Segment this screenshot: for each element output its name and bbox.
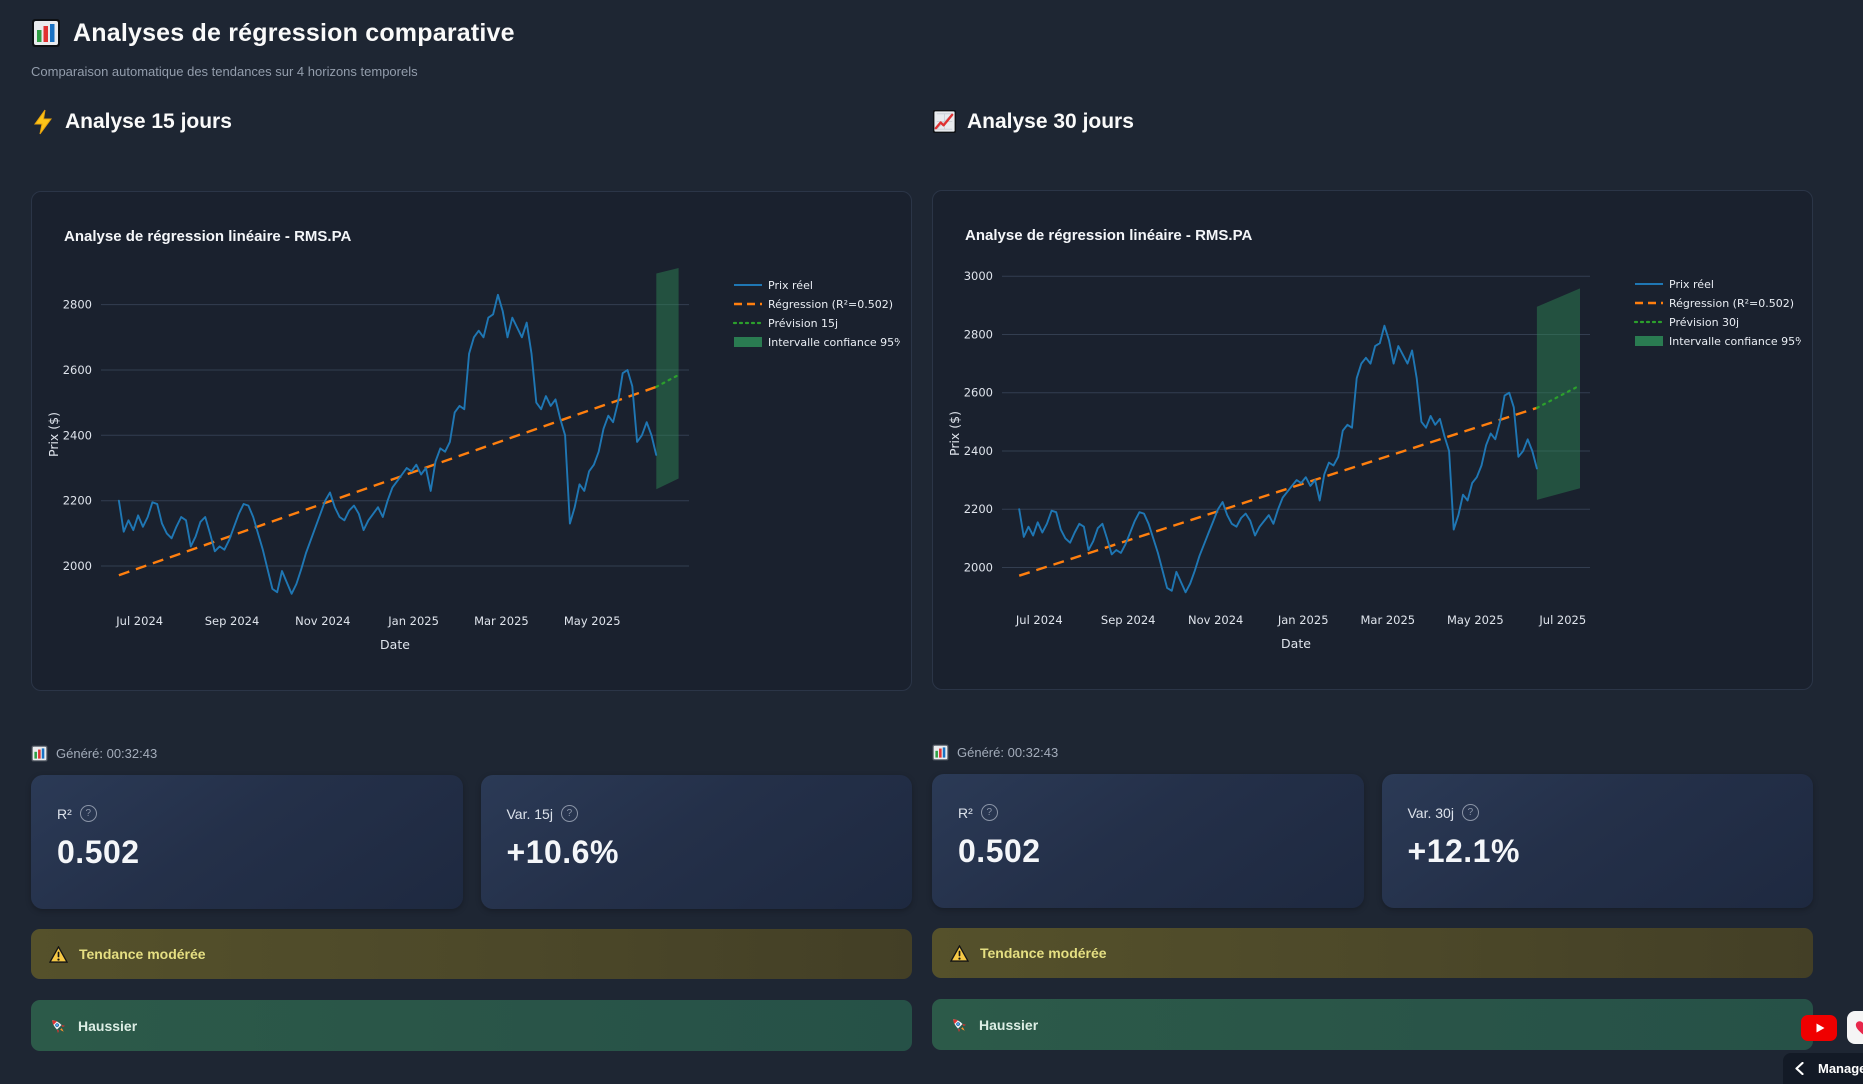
regression-chart-30j: 2000 2200 2400 2600 2800 3000 Jul 2024 Sep 2024… <box>945 254 1806 662</box>
help-icon[interactable]: ? <box>980 804 998 821</box>
metric-label: Var. 15j <box>506 805 553 822</box>
metric-label: Var. 30j <box>1407 804 1454 821</box>
section-header-30j: Analyse 30 jours <box>932 109 1813 134</box>
bar-chart-icon <box>932 744 949 761</box>
metric-label: R² <box>958 804 973 821</box>
regression-chart-15j: 2000 2200 2400 2600 2800 Jul 2024 Sep 2024 Nov … <box>44 255 905 663</box>
lightning-icon <box>31 109 55 135</box>
svg-text:2600: 2600 <box>964 386 993 400</box>
metric-label: R² <box>57 805 72 822</box>
rocket-icon <box>49 1017 67 1035</box>
svg-text:Prévision 30j: Prévision 30j <box>1669 316 1739 329</box>
svg-text:Jul 2024: Jul 2024 <box>1015 613 1063 627</box>
section-title: Analyse 15 jours <box>65 110 232 133</box>
chart-title: Analyse de régression linéaire - RMS.PA <box>965 227 1253 244</box>
manage-label: Manage <box>1818 1061 1863 1076</box>
section-header-15j: Analyse 15 jours <box>31 109 912 135</box>
warning-icon <box>49 945 68 963</box>
chart-title: Analyse de régression linéaire - RMS.PA <box>64 228 352 245</box>
rocket-icon <box>950 1016 968 1034</box>
metric-card-var30j: Var. 30j ? +12.1% <box>1381 774 1813 908</box>
svg-text:Prévision 15j: Prévision 15j <box>768 317 838 330</box>
warning-icon <box>950 944 969 962</box>
trend-banner-text: Tendance modérée <box>980 945 1107 961</box>
section-title: Analyse 30 jours <box>967 109 1134 133</box>
metric-card-r2: R² ? 0.502 <box>31 775 463 909</box>
svg-text:2200: 2200 <box>63 494 92 508</box>
metrics-row-15j: R² ? 0.502 Var. 15j ? +10.6% <box>31 775 912 909</box>
regression-chart-svg: 2000 2200 2400 2600 2800 3000 Jul 2024 Sep 2024… <box>947 269 1806 651</box>
svg-text:Prix réel: Prix réel <box>768 279 813 292</box>
bar-chart-icon <box>31 745 48 762</box>
page-title: Analyses de régression comparative <box>73 18 515 47</box>
svg-text:Intervalle confiance 95%: Intervalle confiance 95% <box>768 336 900 349</box>
metric-value: 0.502 <box>57 834 140 870</box>
regression-chart-svg: 2000 2200 2400 2600 2800 Jul 2024 Sep 2024 Nov … <box>46 268 905 652</box>
direction-banner: Haussier <box>932 999 1813 1050</box>
app-header: Analyses de régression comparative <box>31 18 1832 48</box>
manage-button[interactable]: Manage <box>1783 1053 1863 1084</box>
svg-text:Jul 2025: Jul 2025 <box>1538 613 1586 627</box>
svg-text:3000: 3000 <box>964 269 993 283</box>
svg-text:Mar 2025: Mar 2025 <box>1360 613 1415 627</box>
svg-text:2400: 2400 <box>964 444 993 458</box>
metric-value: 0.502 <box>958 833 1041 869</box>
generated-caption: Généré: 00:32:43 <box>932 744 1813 761</box>
svg-text:2200: 2200 <box>964 502 993 516</box>
svg-text:Jul 2024: Jul 2024 <box>115 614 163 628</box>
trend-banner-text: Tendance modérée <box>79 946 206 962</box>
column-15-days: Analyse 15 jours Analyse de régression l… <box>31 109 912 1051</box>
trend-banner: Tendance modérée <box>31 929 912 979</box>
column-30-days: Analyse 30 jours Analyse de régression l… <box>932 109 1813 1051</box>
svg-text:Date: Date <box>1281 636 1311 651</box>
chart-up-icon <box>932 109 957 134</box>
svg-text:Régression (R²=0.502): Régression (R²=0.502) <box>1669 297 1794 310</box>
svg-text:Prix ($): Prix ($) <box>947 411 962 456</box>
svg-text:May 2025: May 2025 <box>1447 613 1504 627</box>
direction-banner-text: Haussier <box>78 1017 138 1034</box>
trend-banner: Tendance modérée <box>932 928 1813 978</box>
bar-chart-icon <box>31 18 61 48</box>
metric-card-r2: R² ? 0.502 <box>932 774 1364 908</box>
svg-text:Prix réel: Prix réel <box>1669 278 1714 291</box>
metric-value: +10.6% <box>506 834 619 870</box>
chart-card-30j: Analyse de régression linéaire - RMS.PA … <box>932 190 1813 690</box>
metric-value: +12.1% <box>1407 833 1520 869</box>
svg-text:2600: 2600 <box>63 363 92 377</box>
svg-text:Sep 2024: Sep 2024 <box>1101 613 1156 627</box>
svg-text:Prix ($): Prix ($) <box>46 412 61 457</box>
svg-text:2400: 2400 <box>63 428 92 442</box>
metric-card-var15j: Var. 15j ? +10.6% <box>480 775 912 909</box>
svg-text:Nov 2024: Nov 2024 <box>1188 613 1243 627</box>
help-icon[interactable]: ? <box>79 805 97 822</box>
generated-text: Généré: 00:32:43 <box>56 746 158 761</box>
svg-text:Date: Date <box>380 637 410 652</box>
svg-text:Nov 2024: Nov 2024 <box>295 614 350 628</box>
youtube-icon[interactable] <box>1801 1015 1837 1041</box>
svg-text:2800: 2800 <box>964 328 993 342</box>
chart-card-15j: Analyse de régression linéaire - RMS.PA … <box>31 191 912 691</box>
svg-text:2800: 2800 <box>63 298 92 312</box>
svg-text:Sep 2024: Sep 2024 <box>205 614 260 628</box>
help-icon[interactable]: ? <box>1461 804 1479 821</box>
generated-text: Généré: 00:32:43 <box>957 745 1059 760</box>
svg-text:Intervalle confiance 95%: Intervalle confiance 95% <box>1669 335 1801 348</box>
svg-text:Jan 2025: Jan 2025 <box>387 614 439 628</box>
help-icon[interactable]: ? <box>560 805 578 822</box>
metrics-row-30j: R² ? 0.502 Var. 30j ? +12.1% <box>932 774 1813 908</box>
heart-icon[interactable] <box>1847 1011 1863 1044</box>
chevron-left-icon <box>1795 1062 1804 1075</box>
svg-text:2000: 2000 <box>964 561 993 575</box>
generated-caption: Généré: 00:32:43 <box>31 745 912 762</box>
svg-text:2000: 2000 <box>63 559 92 573</box>
svg-text:May 2025: May 2025 <box>564 614 621 628</box>
svg-text:Mar 2025: Mar 2025 <box>474 614 529 628</box>
direction-banner: Haussier <box>31 1000 912 1051</box>
analysis-columns: Analyse 15 jours Analyse de régression l… <box>31 109 1832 1051</box>
svg-text:Régression (R²=0.502): Régression (R²=0.502) <box>768 298 893 311</box>
page-subtitle: Comparaison automatique des tendances su… <box>31 64 418 79</box>
direction-banner-text: Haussier <box>979 1016 1039 1033</box>
svg-text:Jan 2025: Jan 2025 <box>1277 613 1329 627</box>
